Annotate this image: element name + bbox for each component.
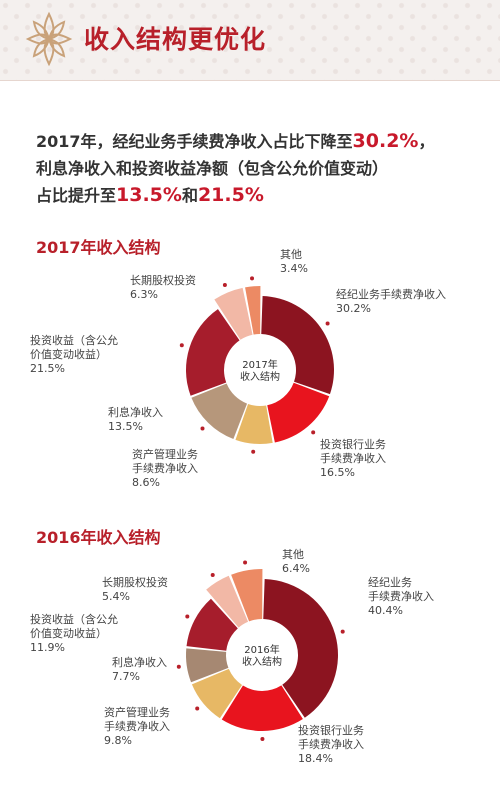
slice-name-label: 投资收益（含公允	[30, 333, 118, 347]
slice-name-label: 资产管理业务	[104, 705, 170, 719]
slice-name-label: 资产管理业务	[132, 447, 198, 461]
slice-name-label: 其他	[282, 548, 304, 561]
slice-name-label: 手续费净收入	[132, 461, 198, 475]
slice-name-label: 经纪业务手续费净收入	[336, 287, 446, 301]
donut-slice-2	[235, 403, 273, 444]
slice-marker-dot	[176, 664, 181, 669]
donut-slice-5	[214, 287, 253, 340]
summary-line-1: 2017年，经纪业务手续费净收入占比下降至30.2%，	[36, 130, 435, 152]
donut-center-label: 收入结构	[240, 370, 280, 383]
slice-value-label: 40.4%	[368, 604, 403, 617]
slice-value-label: 18.4%	[298, 752, 333, 765]
slice-name-label: 价值变动收益）	[30, 347, 107, 361]
slice-value-label: 6.3%	[130, 288, 158, 301]
slice-name-label: 价值变动收益）	[30, 626, 107, 640]
slice-value-label: 21.5%	[30, 362, 65, 375]
slice-name-label: 其他	[280, 248, 302, 261]
donut-slice-6	[245, 286, 261, 335]
summary-text: 2017年，经纪业务手续费净收入占比下降至30.2%， 利息净收入和投资收益净额…	[36, 128, 476, 209]
slice-name-label: 手续费净收入	[320, 451, 386, 465]
slice-marker-dot	[195, 706, 200, 711]
slice-marker-dot	[222, 282, 227, 287]
slice-marker-dot	[243, 560, 248, 565]
donut-slice-2	[191, 668, 243, 719]
donut-slice-3	[186, 648, 229, 683]
slice-name-label: 投资银行业务	[298, 723, 364, 737]
donut-slice-3	[191, 383, 248, 440]
slice-value-label: 8.6%	[132, 476, 160, 489]
slice-value-label: 6.4%	[282, 562, 310, 575]
slice-name-label: 长期股权投资	[102, 575, 168, 589]
chart-2016-donut: 经纪业务手续费净收入40.4%投资银行业务手续费净收入18.4%资产管理业务手续…	[30, 548, 434, 765]
slice-marker-dot	[210, 572, 215, 577]
slice-value-label: 13.5%	[108, 420, 143, 433]
slice-value-label: 3.4%	[280, 262, 308, 275]
chart-2017-title: 2017年收入结构	[36, 238, 161, 257]
page-title: 收入结构更优化	[84, 25, 267, 54]
donut-slice-0	[261, 296, 334, 395]
slice-value-label: 30.2%	[336, 302, 371, 315]
slice-marker-dot	[311, 430, 316, 435]
slice-value-label: 7.7%	[112, 670, 140, 683]
slice-value-label: 16.5%	[320, 466, 355, 479]
donut-slice-1	[221, 685, 303, 731]
chart-2016-title: 2016年收入结构	[36, 528, 161, 547]
donut-center-label: 收入结构	[242, 655, 282, 668]
slice-marker-dot	[325, 321, 330, 326]
chart-2017-donut: 经纪业务手续费净收入30.2%投资银行业务手续费净收入16.5%资产管理业务手续…	[30, 248, 446, 489]
interest-share-value: 13.5%	[116, 184, 182, 206]
slice-marker-dot	[200, 426, 205, 431]
slice-name-label: 手续费净收入	[298, 737, 364, 751]
donut-slice-5	[206, 575, 249, 628]
slice-name-label: 手续费净收入	[368, 589, 434, 603]
donut-slice-0	[263, 579, 338, 718]
slice-marker-dot	[340, 629, 345, 634]
brokerage-share-value: 30.2%	[352, 130, 419, 152]
slice-marker-dot	[260, 736, 265, 741]
donut-center-label: 2016年	[244, 643, 279, 656]
slice-name-label: 长期股权投资	[130, 273, 196, 287]
slice-marker-dot	[179, 343, 184, 348]
header-banner: 收入结构更优化	[0, 0, 500, 81]
donut-center-label: 2017年	[242, 358, 277, 371]
slice-name-label: 投资收益（含公允	[30, 612, 118, 626]
slice-marker-dot	[185, 614, 190, 619]
slice-name-label: 投资银行业务	[320, 437, 386, 451]
slice-name-label: 经纪业务	[368, 576, 412, 589]
donut-slice-4	[186, 309, 240, 396]
slice-marker-dot	[250, 276, 255, 281]
slice-marker-dot	[251, 449, 256, 454]
slice-name-label: 利息净收入	[108, 405, 163, 419]
slice-value-label: 9.8%	[104, 734, 132, 747]
logo-icon	[24, 8, 74, 70]
donut-center	[230, 623, 294, 687]
donut-slice-6	[231, 569, 263, 622]
summary-line-2: 利息净收入和投资收益净额（包含公允价值变动）	[36, 159, 389, 178]
donut-slice-1	[267, 382, 330, 443]
summary-line-3: 占比提升至13.5%和21.5%	[36, 184, 264, 206]
investment-share-value: 21.5%	[197, 184, 264, 206]
slice-name-label: 利息净收入	[112, 655, 167, 669]
slice-value-label: 11.9%	[30, 641, 65, 654]
slice-value-label: 5.4%	[102, 590, 130, 603]
donut-slice-4	[186, 598, 238, 651]
slice-name-label: 手续费净收入	[104, 719, 170, 733]
donut-center	[228, 338, 292, 402]
